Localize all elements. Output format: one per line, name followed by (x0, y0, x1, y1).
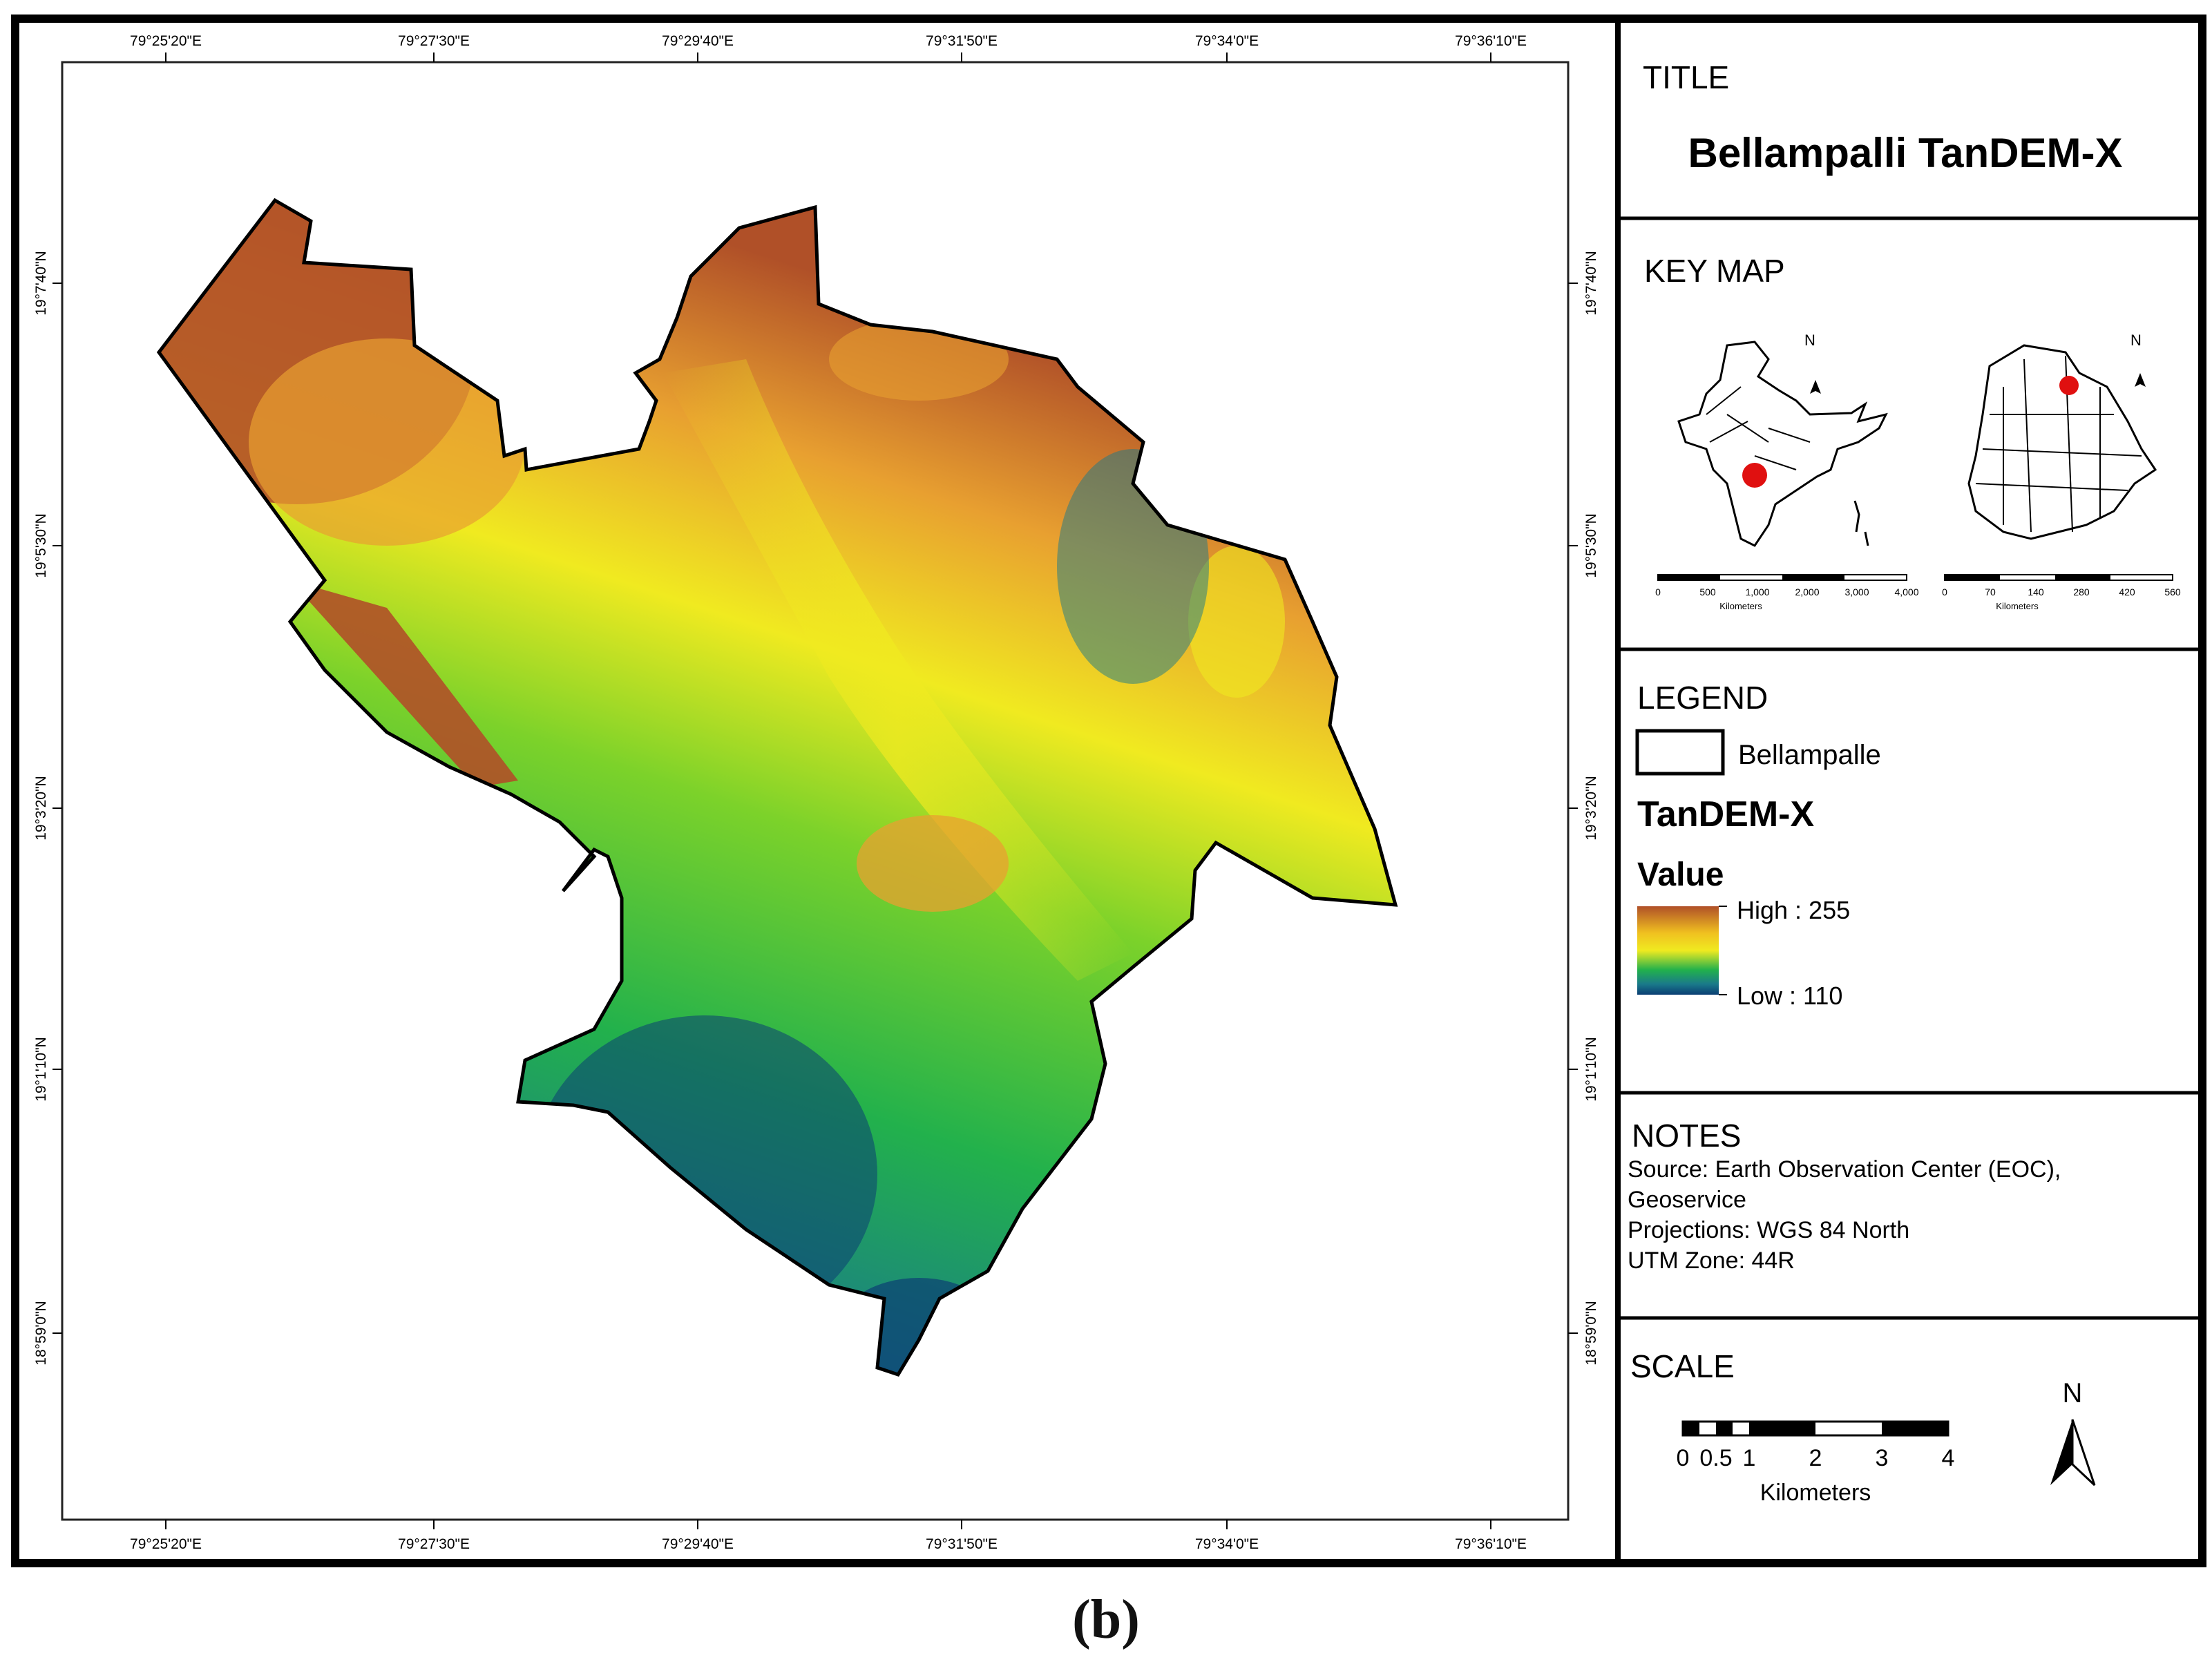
north-label-telangana: N (2130, 332, 2142, 349)
keymap-scale-label: 70 (1985, 586, 1996, 598)
keymap-scale-label: 4,000 (1894, 586, 1918, 598)
notes-line-4: UTM Zone: 44R (1628, 1247, 1795, 1274)
scale-heading: SCALE (1630, 1348, 1735, 1384)
right-tick-label: 18°59'0"N (1583, 1301, 1599, 1365)
keymap-scale-label: 560 (2164, 586, 2181, 598)
top-tick-label: 79°34'0"E (1195, 33, 1259, 49)
left-tick-label: 19°5'30"N (33, 513, 49, 577)
legend-layer-name: TanDEM-X (1637, 794, 1814, 834)
north-arrow-icon: N (2050, 1378, 2096, 1486)
top-tick-label: 79°29'40"E (662, 33, 734, 49)
notes-heading: NOTES (1632, 1118, 1741, 1154)
graticule-ticks: 79°25'20"E 79°27'30"E 79°29'40"E 79°31'50"E… (33, 33, 1599, 1552)
map-title: Bellampalli TanDEM-X (1688, 130, 2122, 176)
notes-line-2: Geoservice (1628, 1187, 1746, 1213)
scale-label: 0 (1677, 1445, 1690, 1471)
map-frame: 79°25'20"E 79°27'30"E 79°29'40"E 79°31'50"E… (33, 33, 1599, 1552)
map-layout: 79°25'20"E 79°27'30"E 79°29'40"E 79°31'50"E… (11, 15, 2206, 1567)
top-tick-label: 79°31'50"E (926, 33, 998, 49)
bellampalli-location (2059, 376, 2079, 395)
bottom-tick-label: 79°31'50"E (926, 1536, 998, 1552)
dem-ridge (663, 359, 1133, 981)
keymap-scale-units: Kilometers (1996, 601, 2039, 611)
bellampalle-boundary (156, 198, 1398, 1377)
left-tick-label: 19°3'20"N (33, 776, 49, 840)
india-keymap: N 0 500 1,000 2,000 3,000 4,000 Kilometers (1655, 332, 1919, 611)
right-tick-label: 19°5'30"N (1583, 513, 1599, 577)
telangana-highlight (1742, 463, 1767, 488)
side-panel: TITLE Bellampalli TanDEM-X KEY MAP N 0 50… (1618, 59, 2202, 1506)
bottom-tick-label: 79°27'30"E (398, 1536, 470, 1552)
right-tick-label: 19°3'20"N (1583, 776, 1599, 840)
title-heading: TITLE (1643, 59, 1729, 95)
right-tick-label: 19°7'40"N (1583, 251, 1599, 315)
figure-caption: (b) (1072, 1589, 1140, 1650)
north-arrow-small-icon (1810, 380, 1821, 394)
legend-high-label: High : 255 (1737, 896, 1850, 924)
scale-units: Kilometers (1760, 1480, 1871, 1506)
north-arrow-small-icon-2 (2135, 373, 2146, 387)
bottom-tick-label: 79°29'40"E (662, 1536, 734, 1552)
legend-value-heading: Value (1637, 857, 1724, 893)
left-tick-label: 19°1'10"N (33, 1037, 49, 1101)
top-tick-label: 79°27'30"E (398, 33, 470, 49)
legend-boundary-label: Bellampalle (1738, 740, 1881, 770)
scale-label: 3 (1876, 1445, 1889, 1471)
boundary-swatch (1635, 729, 1725, 776)
keymap-scale-units: Kilometers (1719, 601, 1762, 611)
elevation-color-ramp (1637, 906, 1719, 995)
keymap-scale-label: 3,000 (1844, 586, 1869, 598)
bottom-tick-label: 79°36'10"E (1455, 1536, 1527, 1552)
top-tick-label: 79°25'20"E (130, 33, 202, 49)
right-tick-label: 19°1'10"N (1583, 1037, 1599, 1101)
legend-heading: LEGEND (1637, 680, 1768, 716)
bottom-tick-label: 79°25'20"E (130, 1536, 202, 1552)
scale-label: 0.5 (1699, 1445, 1732, 1471)
top-tick-label: 79°36'10"E (1455, 33, 1527, 49)
telangana-keymap: N 0 70 140 280 420 560 Kilometers (1942, 332, 2181, 611)
legend-low-label: Low : 110 (1737, 982, 1842, 1010)
scale-bar: 0 0.5 1 2 3 4 Kilometers (1677, 1420, 1955, 1506)
left-tick-label: 18°59'0"N (33, 1301, 49, 1365)
scale-label: 2 (1809, 1445, 1822, 1471)
keymap-scale-label: 0 (1942, 586, 1947, 598)
keymap-scale-label: 140 (2028, 586, 2044, 598)
keymap-scale-label: 420 (2119, 586, 2135, 598)
keymap-scale-label: 500 (1699, 586, 1716, 598)
scale-label: 1 (1743, 1445, 1756, 1471)
notes-line-1: Source: Earth Observation Center (EOC), (1628, 1156, 2061, 1183)
notes-line-3: Projections: WGS 84 North (1628, 1217, 1909, 1243)
keymap-heading: KEY MAP (1644, 253, 1785, 289)
scale-label: 4 (1942, 1445, 1955, 1471)
bottom-tick-label: 79°34'0"E (1195, 1536, 1259, 1552)
keymap-scale-label: 2,000 (1795, 586, 1819, 598)
left-tick-label: 19°7'40"N (33, 251, 49, 315)
north-label: N (2063, 1378, 2083, 1408)
north-label-india: N (1804, 332, 1815, 349)
keymap-scale-label: 280 (2073, 586, 2090, 598)
keymap-scale-label: 1,000 (1745, 586, 1769, 598)
keymap-scale-label: 0 (1655, 586, 1661, 598)
